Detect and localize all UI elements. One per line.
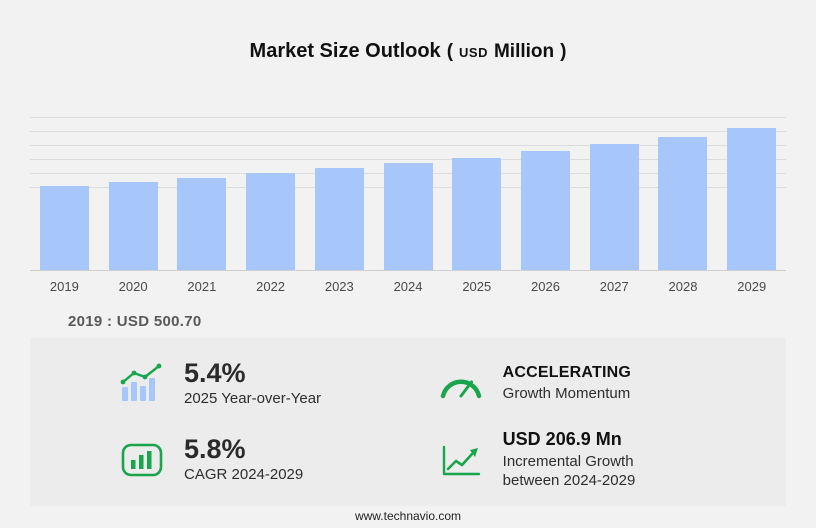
x-tick-2025: 2025 (462, 279, 492, 294)
bar-area-2023 (305, 112, 374, 270)
x-tick-2026: 2026 (531, 279, 560, 294)
bar-area-2020 (99, 112, 168, 270)
market-size-bar-chart: 2019 2020 2021 2022 2023 2024 2025 2026 2027 2028… (30, 112, 786, 308)
stat-cagr-value: 5.8% (184, 433, 246, 464)
stat-incremental-text: USD 206.9 Mn Incremental Growth between … (503, 429, 636, 491)
stat-incremental-value: USD 206.9 Mn (502, 429, 622, 450)
bar-column-2023: 2023 (305, 112, 374, 308)
bar-column-2021: 2021 (167, 112, 236, 308)
bar-area-2026 (511, 112, 580, 270)
x-axis-line (30, 270, 786, 271)
gauge-icon (435, 369, 487, 399)
bar-growth-icon (116, 363, 168, 405)
x-tick-2028: 2028 (668, 279, 698, 294)
website-link: www.technavio.com (354, 509, 462, 523)
bar-area-2024 (374, 112, 443, 270)
stat-momentum-text: ACCELERATING Growth Momentum (503, 364, 631, 404)
bar-column-2027: 2027 (580, 112, 649, 308)
x-tick-2029: 2029 (737, 279, 767, 294)
bar-column-2025: 2025 (442, 112, 511, 308)
bar-column-2019: 2019 (30, 112, 99, 308)
bar-area-2029 (717, 112, 786, 270)
gridline (30, 159, 786, 160)
gridline (30, 145, 786, 146)
x-tick-2023: 2023 (324, 279, 354, 294)
bar-2021 (177, 178, 227, 270)
bar-2023 (314, 168, 364, 270)
x-tick-2024: 2024 (393, 279, 423, 294)
gridline (30, 117, 786, 118)
stat-cagr-text: 5.8% CAGR 2024-2029 (184, 435, 303, 485)
stat-momentum-value: ACCELERATING (502, 364, 631, 382)
base-year-note: 2019 : USD 500.70 (68, 313, 202, 330)
bar-2029 (727, 128, 777, 270)
stat-cagr-label: CAGR 2024-2029 (184, 466, 304, 484)
stat-yoy: 5.4% 2025 Year-over-Year (30, 346, 431, 422)
bar-area-2027 (580, 112, 649, 270)
bar-area-2019 (30, 112, 99, 270)
trend-arrow-icon (435, 441, 487, 479)
x-tick-2022: 2022 (256, 279, 286, 294)
title-paren-close: ) (560, 41, 567, 62)
title-paren-open: ( (446, 41, 454, 62)
stat-yoy-text: 5.4% 2025 Year-over-Year (184, 359, 321, 409)
title-unit: Million (493, 41, 555, 62)
bar-area-2028 (649, 112, 718, 270)
x-tick-2019: 2019 (49, 279, 79, 294)
bar-2026 (521, 151, 570, 270)
bar-column-2026: 2026 (511, 112, 580, 308)
bar-2027 (589, 144, 639, 270)
chart-box-icon (116, 440, 168, 480)
bar-2028 (658, 137, 708, 270)
bar-column-2022: 2022 (236, 112, 305, 308)
stat-incremental: USD 206.9 Mn Incremental Growth between … (431, 422, 786, 498)
page-title: Market Size Outlook ( USD Million ) (0, 40, 816, 63)
stat-cagr: 5.8% CAGR 2024-2029 (30, 422, 431, 498)
stat-momentum-label: Growth Momentum (502, 385, 631, 403)
stats-panel: 5.4% 2025 Year-over-Year ACCELERATING Gr… (30, 338, 786, 506)
bar-column-2024: 2024 (374, 112, 443, 308)
stat-yoy-value: 5.4% (184, 357, 246, 388)
x-tick-2020: 2020 (118, 279, 148, 294)
x-tick-2021: 2021 (187, 279, 217, 294)
bar-area-2022 (236, 112, 305, 270)
bar-column-2029: 2029 (717, 112, 786, 308)
bar-area-2025 (442, 112, 511, 270)
bar-2020 (108, 182, 158, 270)
title-main: Market Size Outlook (249, 40, 441, 62)
x-tick-2027: 2027 (599, 279, 629, 294)
stat-incremental-label: Incremental Growth between 2024-2029 (502, 453, 636, 489)
bar-area-2021 (167, 112, 236, 270)
bar-column-2020: 2020 (99, 112, 168, 308)
bar-2025 (452, 158, 502, 270)
bar-column-2028: 2028 (649, 112, 718, 308)
stats-grid: 5.4% 2025 Year-over-Year ACCELERATING Gr… (30, 338, 786, 506)
title-currency: USD (459, 45, 488, 60)
stat-momentum: ACCELERATING Growth Momentum (431, 346, 786, 422)
stat-yoy-label: 2025 Year-over-Year (184, 390, 322, 408)
bar-columns: 2019 2020 2021 2022 2023 2024 2025 2026 2027 2028… (30, 112, 786, 308)
gridline (30, 131, 786, 132)
bar-2024 (383, 163, 433, 270)
bar-2019 (39, 186, 89, 270)
bar-2022 (246, 173, 296, 270)
